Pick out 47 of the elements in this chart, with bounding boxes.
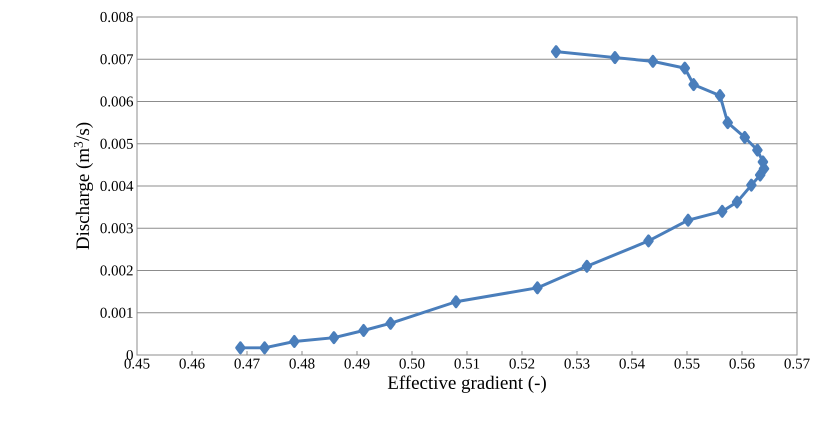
y-tick-label: 0 [126,350,133,360]
y-tick-label: 0.003 [100,223,133,234]
point [714,89,726,102]
point [582,260,592,273]
y-tick-label: 0.006 [100,96,134,107]
x-tick-label: 0.47 [234,358,260,369]
y-tick-label: 0.004 [100,180,134,192]
point [550,45,562,58]
point [259,341,270,354]
x-tick-label: 0.53 [564,358,590,369]
x-tick-label: 0.54 [619,358,645,369]
point [648,54,658,68]
x-tick-label: 0.52 [509,358,534,369]
x-tick-label: 0.57 [784,358,810,369]
x-tick-label: 0.50 [399,358,425,369]
point [682,214,694,227]
point [450,295,462,308]
point [235,341,246,354]
y-tick-label: 0.007 [100,54,134,64]
point [328,331,340,344]
point [716,204,728,218]
x-tick-label: 0.51 [454,358,480,369]
x-tick-label: 0.45 [124,358,150,369]
x-tick-label: 0.46 [179,358,205,369]
point [385,316,396,330]
point [752,144,763,157]
x-tick-label: 0.55 [674,358,700,369]
point [680,62,690,75]
point [358,324,369,337]
point [643,234,654,248]
point [289,335,300,348]
point [732,196,742,209]
point [532,281,543,294]
x-tick-label: 0.49 [344,358,370,369]
x-tick-label: 0.48 [289,358,315,369]
point [722,116,733,130]
point [746,178,757,192]
x-tick-label: 0.56 [729,358,755,369]
x-axis-title: Effective gradient (-) [388,376,546,393]
point [688,78,699,92]
point [610,51,620,64]
y-tick-label: 0.002 [100,265,133,276]
y-tick-label: 0.005 [100,138,133,149]
point [740,130,750,144]
y-tick-label: 0.001 [100,308,133,318]
y-tick-label: 0.008 [100,12,133,22]
y-axis-title: Discharge (m$^{3}$/s) [74,122,94,250]
